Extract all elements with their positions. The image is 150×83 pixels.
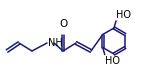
Text: HO: HO — [116, 10, 131, 20]
Text: O: O — [59, 19, 67, 29]
Text: HO: HO — [105, 56, 120, 65]
Text: NH: NH — [48, 38, 63, 48]
